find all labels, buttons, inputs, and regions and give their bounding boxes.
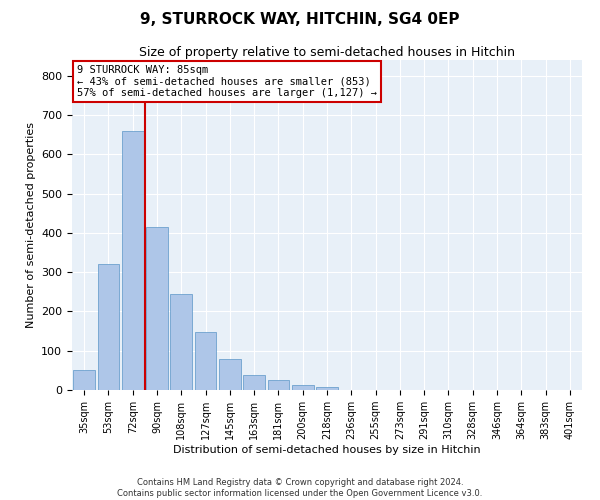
Bar [170, 294, 192, 390]
Bar [268, 380, 289, 390]
Text: Contains HM Land Registry data © Crown copyright and database right 2024.
Contai: Contains HM Land Registry data © Crown c… [118, 478, 482, 498]
Text: 9, STURROCK WAY, HITCHIN, SG4 0EP: 9, STURROCK WAY, HITCHIN, SG4 0EP [140, 12, 460, 28]
Text: 9 STURROCK WAY: 85sqm
← 43% of semi-detached houses are smaller (853)
57% of sem: 9 STURROCK WAY: 85sqm ← 43% of semi-deta… [77, 65, 377, 98]
X-axis label: Distribution of semi-detached houses by size in Hitchin: Distribution of semi-detached houses by … [173, 445, 481, 455]
Bar [292, 385, 314, 390]
Bar [243, 375, 265, 390]
Y-axis label: Number of semi-detached properties: Number of semi-detached properties [26, 122, 35, 328]
Bar [219, 360, 241, 390]
Title: Size of property relative to semi-detached houses in Hitchin: Size of property relative to semi-detach… [139, 46, 515, 59]
Bar [194, 332, 217, 390]
Bar [97, 264, 119, 390]
Bar [316, 387, 338, 390]
Bar [122, 130, 143, 390]
Bar [146, 227, 168, 390]
Bar [73, 370, 95, 390]
